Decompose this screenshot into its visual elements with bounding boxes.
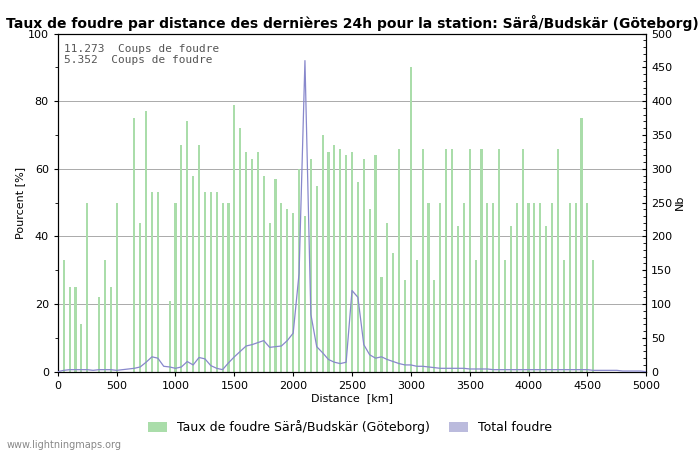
Bar [380,277,382,372]
Bar [357,182,359,372]
Bar [510,226,512,372]
Bar [186,122,188,372]
Text: 11.273  Coups de foudre
5.352  Coups de foudre: 11.273 Coups de foudre 5.352 Coups de fo… [64,44,219,65]
Bar [416,260,418,372]
Bar [374,155,377,372]
Bar [480,148,482,372]
Bar [169,301,171,372]
Bar [592,260,594,372]
Bar [245,152,247,372]
Bar [233,104,235,372]
Bar [445,148,447,372]
Bar [228,202,230,372]
Bar [321,135,323,372]
Legend: Taux de foudre Särå/Budskär (Göteborg), Total foudre: Taux de foudre Särå/Budskär (Göteborg), … [144,415,556,439]
Bar [451,148,453,372]
Bar [274,179,277,372]
Bar [251,159,253,372]
Bar [310,159,312,372]
Bar [587,202,589,372]
Bar [468,148,471,372]
Bar [174,202,176,372]
Bar [563,260,565,372]
Bar [498,148,500,372]
Bar [333,145,335,372]
Bar [98,297,100,372]
Bar [133,118,135,372]
Bar [533,202,536,372]
Bar [157,193,159,372]
Bar [62,260,64,372]
Bar [463,202,465,372]
Bar [74,287,76,372]
Bar [298,169,300,372]
Bar [239,128,241,372]
Bar [404,280,406,372]
Bar [539,202,541,372]
Bar [257,152,259,372]
Bar [280,202,283,372]
Bar [104,260,106,372]
Bar [216,193,218,372]
Bar [269,223,271,372]
Bar [568,202,570,372]
Bar [351,152,353,372]
Bar [286,209,288,372]
Bar [151,193,153,372]
Bar [210,193,212,372]
Bar [204,193,206,372]
Bar [386,223,389,372]
Bar [392,253,394,372]
Bar [551,202,553,372]
X-axis label: Distance  [km]: Distance [km] [311,393,393,404]
Bar [145,111,147,372]
Title: Taux de foudre par distance des dernières 24h pour la station: Särå/Budskär (Göt: Taux de foudre par distance des dernière… [6,15,699,31]
Bar [398,148,400,372]
Bar [486,202,489,372]
Bar [575,202,577,372]
Y-axis label: Pourcent [%]: Pourcent [%] [15,166,25,238]
Bar [421,148,424,372]
Bar [116,202,118,372]
Bar [439,202,441,372]
Bar [522,148,524,372]
Bar [221,202,223,372]
Bar [428,202,430,372]
Bar [410,68,412,372]
Bar [316,186,318,372]
Bar [292,213,294,372]
Bar [363,159,365,372]
Bar [492,202,494,372]
Bar [340,148,342,372]
Bar [69,287,71,372]
Bar [516,202,518,372]
Bar [328,152,330,372]
Bar [433,280,435,372]
Bar [192,176,194,372]
Bar [345,155,347,372]
Bar [528,202,530,372]
Bar [86,202,88,372]
Bar [80,324,83,372]
Text: www.lightningmaps.org: www.lightningmaps.org [7,440,122,450]
Bar [304,216,306,372]
Bar [198,145,200,372]
Bar [475,260,477,372]
Bar [181,145,183,372]
Bar [557,148,559,372]
Bar [110,287,112,372]
Y-axis label: Nb: Nb [675,195,685,210]
Bar [457,226,459,372]
Bar [139,223,141,372]
Bar [545,226,547,372]
Bar [369,209,371,372]
Bar [580,118,582,372]
Bar [262,176,265,372]
Bar [504,260,506,372]
